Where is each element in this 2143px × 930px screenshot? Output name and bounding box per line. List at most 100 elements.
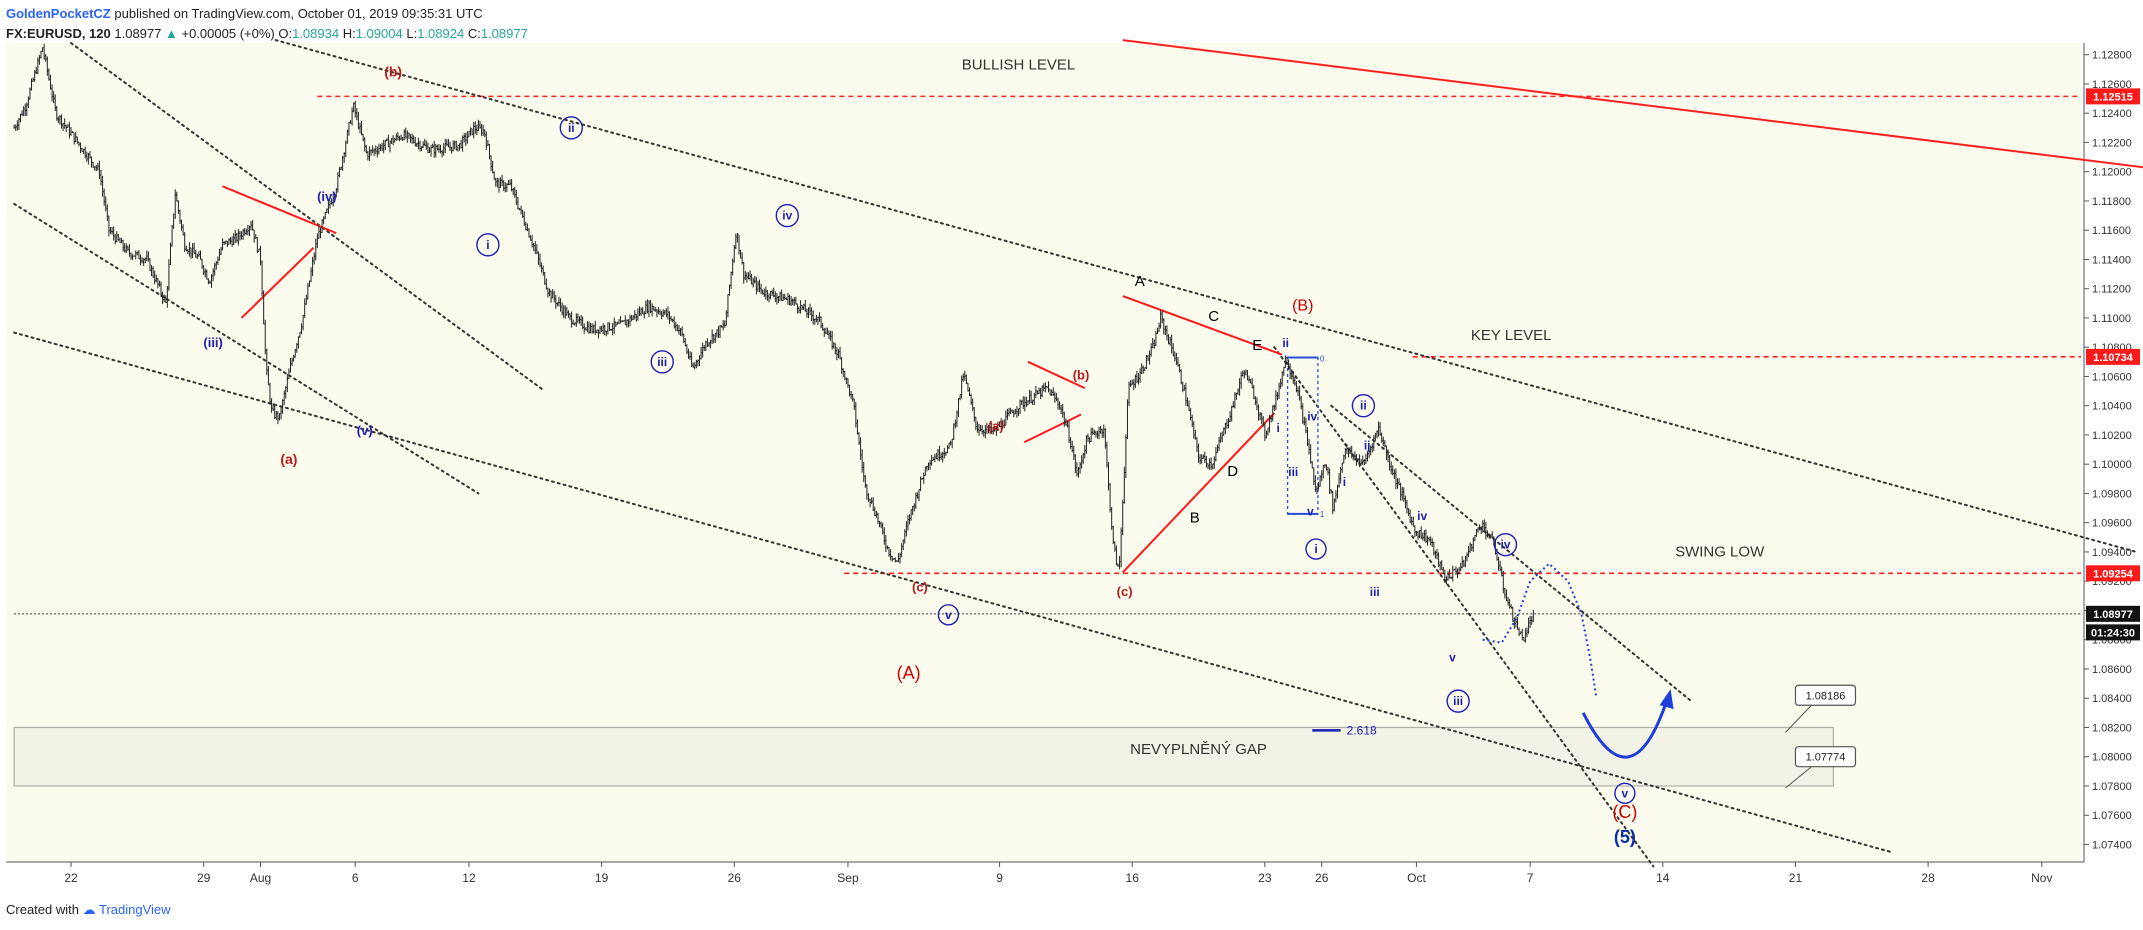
- red-wedge-line: [1122, 295, 1283, 356]
- circled-wave-marker: [937, 604, 960, 626]
- projection-arc: [1581, 700, 1669, 759]
- price-tick-label: 1.07400: [2092, 839, 2132, 851]
- wave-label: BULLISH LEVEL: [962, 56, 1075, 73]
- callout-label: 1.08186: [1806, 690, 1846, 702]
- projection-arrowhead-icon: [1659, 689, 1674, 710]
- time-tick-label: 16: [1126, 871, 1140, 885]
- wave-label: (v): [357, 423, 373, 438]
- symbol-label: FX:EURUSD, 120: [6, 26, 111, 41]
- circled-wave-marker: [559, 116, 583, 140]
- time-tick-label: 12: [462, 871, 476, 885]
- time-axis[interactable]: 22 29 Aug 6 12 19 26 Sep 9 16 23 26 Oct 7 14 21 28 Nov: [6, 861, 2084, 885]
- wave-label: (A): [897, 663, 921, 683]
- price-tag-box: [2086, 624, 2140, 641]
- price-tick-label: 1.10200: [2092, 430, 2132, 442]
- trend-line: [1273, 346, 1655, 868]
- price-tags: 1.12515 1.10734 1.09254 1.08977 01:24:30: [2086, 88, 2140, 641]
- projection-layer: [1482, 562, 1674, 759]
- wave-label: v: [1449, 651, 1456, 665]
- gap-zone-layer: [13, 726, 1834, 787]
- author-name[interactable]: GoldenPocketCZ: [6, 6, 111, 21]
- time-tick-label: 9: [996, 871, 1003, 885]
- wave-label: (b): [384, 64, 402, 80]
- fib-box: [1286, 356, 1319, 515]
- circled-wave-label: iii: [1453, 694, 1463, 708]
- price-tag-label: 1.12515: [2093, 91, 2133, 103]
- callout-box: [1794, 746, 1857, 768]
- price-tick-label: 1.08600: [2092, 664, 2132, 676]
- wave-label: E: [1252, 337, 1262, 354]
- price-tick-label: 1.12400: [2092, 108, 2132, 120]
- time-tick-label: 7: [1527, 871, 1534, 885]
- fib-box-label-bottom: 1: [1320, 510, 1325, 519]
- wave-label: i: [1276, 421, 1279, 435]
- circled-wave-label: iv: [1501, 538, 1511, 552]
- chart-header: GoldenPocketCZ published on TradingView.…: [6, 4, 528, 44]
- wave-label: v: [1307, 504, 1314, 518]
- wave-label: (b): [1073, 367, 1090, 382]
- published-info: published on TradingView.com, October 01…: [114, 6, 483, 21]
- time-tick-label: Oct: [1407, 871, 1426, 885]
- price-tick-label: 1.09600: [2092, 518, 2132, 530]
- callout-box: [1794, 684, 1857, 706]
- wave-labels: BULLISH LEVEL KEY LEVEL SWING LOW NEVYPLNĚN…: [203, 56, 1857, 847]
- gap-zone: [13, 726, 1834, 787]
- price-tick-label: 1.12200: [2092, 137, 2132, 149]
- footer: Created with ☁ TradingView: [6, 902, 171, 918]
- price-tick-label: 1.08400: [2092, 693, 2132, 705]
- wave-label: NEVYPLNĚNÝ GAP: [1130, 741, 1267, 758]
- tradingview-brand[interactable]: TradingView: [99, 902, 171, 917]
- trend-line: [70, 42, 546, 393]
- circled-wave-label: iv: [782, 209, 792, 223]
- price-tick-label: 1.12000: [2092, 167, 2132, 179]
- wave-label: D: [1227, 463, 1238, 480]
- callout-label: 1.07774: [1806, 752, 1846, 764]
- red-wedge-line: [1023, 413, 1082, 444]
- fib-label: 2.618: [1347, 723, 1377, 737]
- wave-label: KEY LEVEL: [1471, 327, 1552, 344]
- time-tick-label: 23: [1258, 871, 1272, 885]
- time-tick-label: Sep: [837, 871, 859, 885]
- wave-label: (C): [1612, 802, 1637, 822]
- wave-label: A: [1135, 273, 1145, 290]
- price-tag-label: 1.10734: [2093, 352, 2134, 364]
- time-tick-label: 6: [352, 871, 359, 885]
- price-tag-label: 1.09254: [2093, 568, 2134, 580]
- trend-line: [1122, 39, 2143, 169]
- price-axis[interactable]: 1.12800 1.12600 1.12400 1.12200 1.12000 1.118…: [2083, 43, 2132, 862]
- open-value: 1.08934: [292, 26, 340, 41]
- time-tick-label: Aug: [250, 871, 271, 885]
- time-tick-label: Nov: [2031, 871, 2052, 885]
- circled-wave-label: i: [486, 238, 489, 252]
- callout-leader: [1785, 704, 1812, 733]
- circled-wave-marker: [1614, 782, 1636, 804]
- price-tick-label: 1.11400: [2092, 254, 2131, 266]
- trend-line: [274, 39, 2138, 553]
- price-tick-label: 1.10000: [2092, 459, 2132, 471]
- price-tick-label: 1.12800: [2092, 50, 2132, 62]
- price-tag-box: [2086, 565, 2140, 582]
- projection-dotted: [1482, 562, 1598, 699]
- price-tick-label: 1.07600: [2092, 810, 2132, 822]
- wave-label: (iii): [203, 335, 223, 350]
- wave-label: iii: [1370, 585, 1380, 599]
- price-tag-box: [2086, 88, 2140, 105]
- wave-label: (a): [988, 419, 1004, 434]
- price-change: +0.00005 (+0%): [181, 26, 275, 41]
- low-label: L:: [406, 26, 418, 41]
- close-value: 1.08977: [480, 26, 528, 41]
- open-label: O:: [278, 26, 293, 41]
- wave-label: (a): [280, 451, 297, 467]
- wave-label: ii: [1282, 336, 1289, 350]
- tradingview-logo-icon[interactable]: ☁: [82, 902, 96, 917]
- price-tick-label: 1.07800: [2092, 781, 2132, 793]
- price-tag-label: 1.08977: [2093, 609, 2133, 621]
- wave-label: (c): [1117, 584, 1133, 599]
- chart-background: [6, 43, 2081, 862]
- trend-line: [13, 202, 480, 495]
- circled-wave-marker: [775, 203, 800, 228]
- wave-label: iii: [1288, 465, 1298, 479]
- high-value: 1.09004: [355, 26, 403, 41]
- wave-label: i: [1343, 475, 1346, 489]
